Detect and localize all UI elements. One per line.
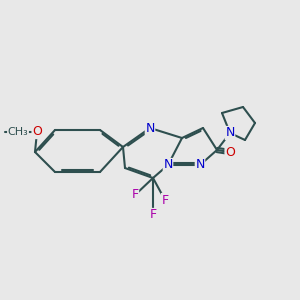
Text: O: O [32, 125, 42, 139]
Text: F: F [149, 208, 157, 221]
Text: CH₃: CH₃ [8, 127, 29, 137]
Text: N: N [195, 158, 205, 172]
Text: O: O [225, 146, 235, 158]
Text: N: N [225, 127, 235, 140]
Text: F: F [131, 188, 139, 202]
Text: N: N [163, 158, 173, 172]
Text: F: F [161, 194, 169, 206]
Text: N: N [145, 122, 155, 134]
